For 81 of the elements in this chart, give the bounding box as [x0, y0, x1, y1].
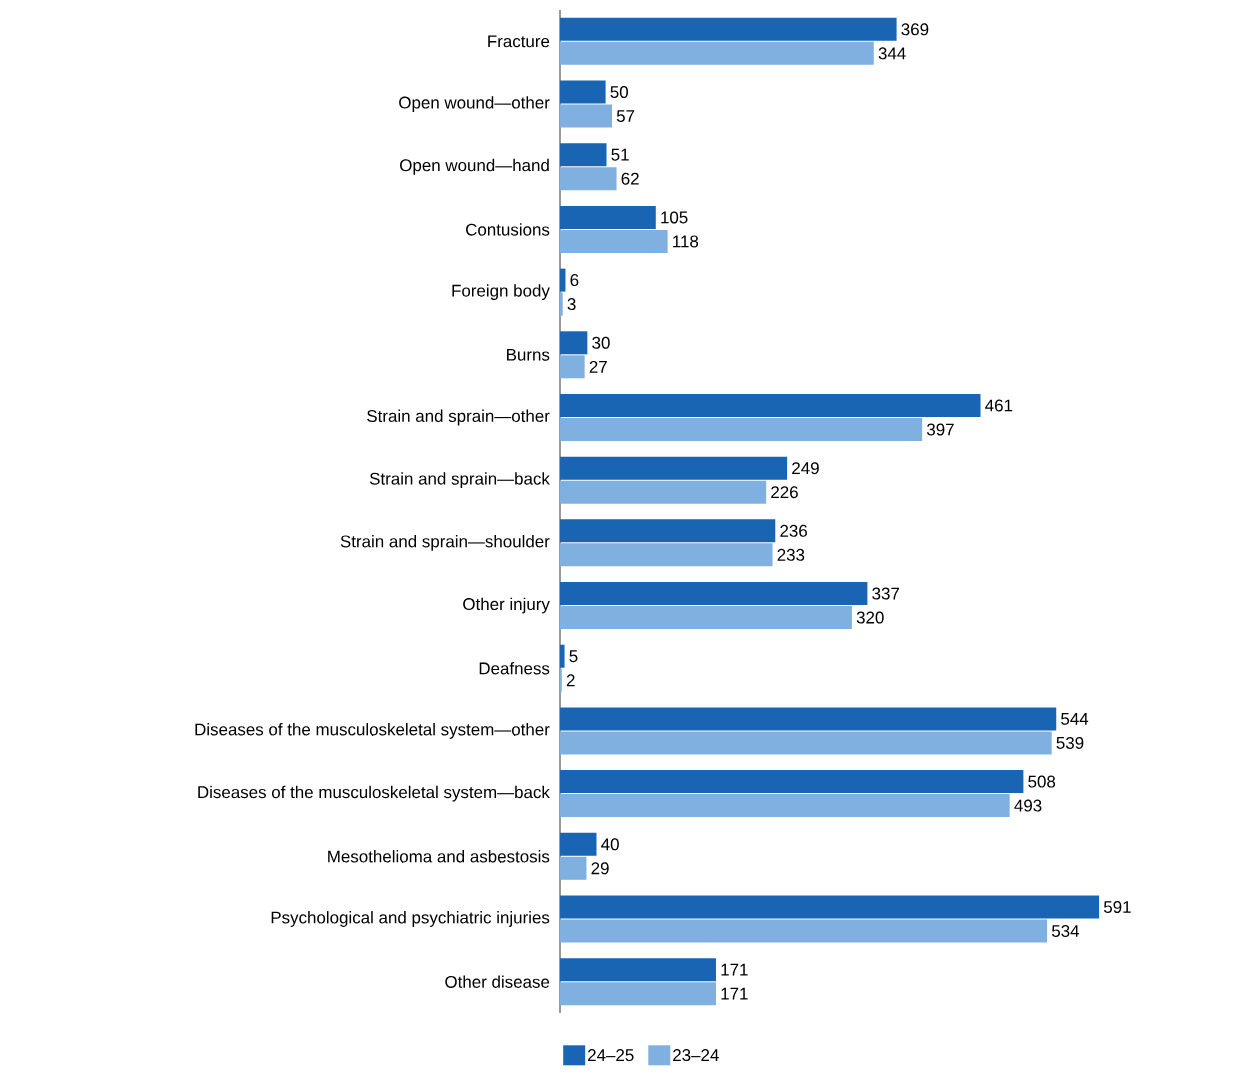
bar	[560, 543, 773, 567]
bar	[560, 606, 852, 630]
y-tick-label: Contusions	[466, 223, 550, 236]
bar	[560, 895, 1100, 919]
data-label: 27	[589, 360, 607, 373]
data-label: 508	[1028, 775, 1056, 788]
y-tick-label: Foreign body	[452, 284, 550, 301]
bar	[560, 832, 597, 856]
data-label: 50	[610, 86, 628, 99]
data-label: 6	[570, 274, 579, 287]
bar	[560, 644, 565, 668]
y-tick-label: Open wound—other	[399, 96, 550, 112]
bar	[560, 958, 716, 982]
y-tick-label: Deafness	[479, 662, 550, 675]
y-tick-label: Psychological and psychiatric injuries	[271, 911, 550, 927]
bar	[560, 982, 716, 1006]
bar	[560, 205, 656, 229]
bar	[560, 794, 1010, 818]
bar	[560, 292, 563, 316]
data-label: 461	[985, 399, 1013, 412]
y-tick-label: Fracture	[488, 35, 550, 48]
bar	[560, 417, 923, 441]
bar	[560, 268, 566, 292]
data-label: 337	[872, 587, 899, 600]
data-label: 105	[661, 211, 688, 224]
y-tick-label: Open wound—hand	[400, 158, 549, 175]
data-label: 591	[1103, 900, 1131, 913]
bar	[560, 456, 788, 480]
legend-label: 23–24	[673, 1049, 719, 1062]
bar	[560, 17, 897, 41]
data-label: 534	[1051, 924, 1080, 937]
data-label: 3	[567, 298, 576, 311]
data-label: 233	[777, 548, 805, 561]
data-label: 40	[601, 838, 619, 851]
y-tick-label: Diseases of the musculoskeletal system—other	[195, 723, 550, 739]
data-label: 493	[1014, 799, 1042, 812]
bar	[560, 582, 868, 606]
data-label: 539	[1056, 736, 1084, 749]
y-tick-label: Strain and sprain—other	[367, 409, 550, 426]
data-label: 29	[591, 862, 609, 875]
bar	[560, 104, 612, 128]
legend-label: 24–25	[588, 1049, 634, 1062]
data-label: 249	[792, 462, 819, 475]
data-label: 118	[673, 235, 699, 248]
data-label: 236	[780, 524, 807, 537]
y-tick-label: Other injury	[463, 597, 550, 614]
data-label: 344	[878, 47, 906, 60]
data-label: 171	[721, 963, 748, 976]
data-label: 397	[926, 423, 954, 436]
bar	[560, 80, 606, 104]
bar	[560, 856, 587, 880]
data-label: 51	[611, 148, 629, 161]
bar	[560, 331, 588, 355]
data-label: 30	[592, 336, 610, 349]
bar	[560, 770, 1024, 794]
bar	[560, 41, 874, 65]
data-label: 62	[621, 172, 639, 185]
bar	[560, 143, 607, 167]
data-label: 369	[901, 23, 929, 36]
bar	[560, 519, 776, 543]
bar	[560, 355, 585, 379]
bar	[560, 480, 767, 504]
y-tick-label: Mesothelioma and asbestosis	[328, 850, 550, 863]
y-tick-label: Other disease	[445, 975, 550, 988]
bar	[560, 229, 668, 253]
bar	[560, 707, 1057, 731]
data-label: 57	[616, 110, 635, 122]
bar	[560, 731, 1052, 755]
data-label: 171	[721, 987, 748, 1000]
data-label: 5	[569, 650, 578, 663]
y-tick-label: Diseases of the musculoskeletal system—back	[198, 785, 550, 802]
data-label: 544	[1061, 713, 1089, 725]
bar	[560, 393, 981, 417]
data-label: 320	[856, 611, 884, 624]
y-tick-label: Strain and sprain—back	[369, 472, 550, 489]
data-label: 2	[566, 674, 575, 687]
bar	[560, 919, 1048, 943]
y-tick-label: Strain and sprain—shoulder	[340, 534, 550, 551]
y-tick-label: Burns	[507, 348, 550, 361]
data-label: 226	[771, 486, 798, 499]
bar	[560, 167, 617, 191]
